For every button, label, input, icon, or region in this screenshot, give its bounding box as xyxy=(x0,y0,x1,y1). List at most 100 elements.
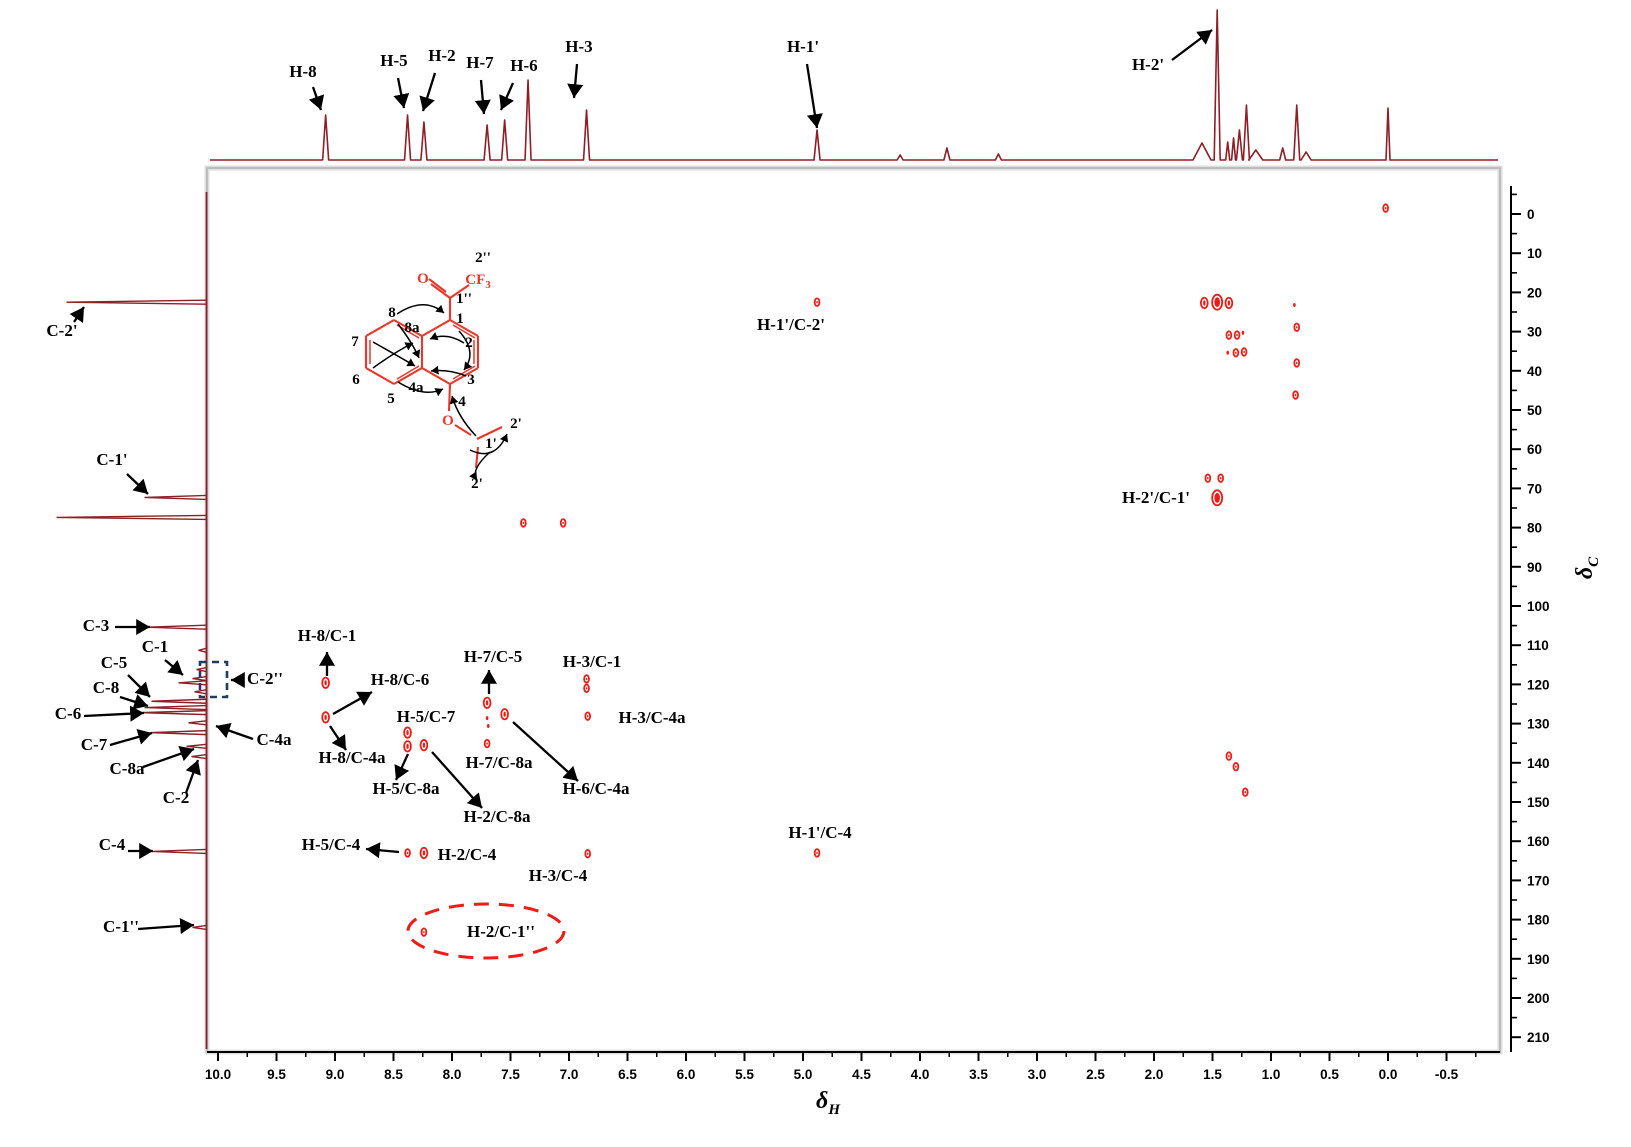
hmbc-correlation-arrow xyxy=(397,323,421,359)
y-tick-label: 130 xyxy=(1527,717,1550,732)
cross-peak xyxy=(403,726,412,739)
cross-peak xyxy=(483,738,491,749)
y-tick-label: 170 xyxy=(1527,873,1550,888)
y-tick-label: 140 xyxy=(1527,756,1550,771)
cross-peak xyxy=(583,683,590,694)
carbon-label: C-4a xyxy=(257,730,292,749)
carbon-peak xyxy=(144,704,207,711)
carbon-peak xyxy=(56,514,207,521)
cross-peak xyxy=(520,518,527,528)
atom-label: O xyxy=(442,413,454,429)
y-axis-title: δC xyxy=(1572,556,1602,579)
cross-peak xyxy=(420,927,428,937)
hmbc-correlation-arrow xyxy=(372,342,414,369)
annotation-arrow xyxy=(365,842,400,859)
y-tick-label: 200 xyxy=(1527,991,1550,1006)
y-tick-label: 80 xyxy=(1527,521,1542,536)
carbon-peak xyxy=(192,924,207,931)
hmbc-correlation-arrow xyxy=(430,365,467,377)
y-tick-label: 70 xyxy=(1527,481,1542,496)
proton-label: H-6 xyxy=(510,56,537,75)
carbon-peak xyxy=(66,299,207,305)
cross-peak xyxy=(1204,473,1212,483)
atom-label: 4 xyxy=(458,394,466,410)
cross-peak xyxy=(1211,293,1224,311)
carbon-peak xyxy=(144,494,207,501)
proton-peak-labels: H-8 H-5 H-2 H-7 H-6 H-3 H-1' H-2' xyxy=(289,29,1213,129)
cross-peak xyxy=(500,708,509,721)
atom-label: 5 xyxy=(387,391,395,407)
proton-label: H-2' xyxy=(1132,55,1164,74)
x-tick-label: 7.5 xyxy=(501,1067,520,1082)
y-tick-label: 60 xyxy=(1527,442,1542,457)
cross-peak xyxy=(321,711,330,724)
cross-peak xyxy=(559,518,567,528)
x-tick-label: 7.0 xyxy=(560,1067,579,1082)
double-bond xyxy=(452,324,476,339)
annotation-arrow xyxy=(499,82,515,111)
annotation-arrow xyxy=(137,917,195,935)
annotation-arrow xyxy=(142,746,195,769)
cross-peak xyxy=(482,696,492,709)
cross-peak-label: H-2/C-1'' xyxy=(467,922,535,941)
atom-label: 1'' xyxy=(456,291,472,307)
y-tick-label: 210 xyxy=(1527,1030,1550,1045)
cross-peak xyxy=(419,739,429,752)
y-tick-label: 190 xyxy=(1527,952,1550,967)
cross-peak xyxy=(403,740,412,753)
hmbc-correlation-arrow xyxy=(429,331,465,344)
carbon-peak-labels: C-2' C-1' C-3 C-1 C-2'' C-5 C-8 C-6 C-4a C-7C-8a C… xyxy=(46,306,292,936)
cross-peak xyxy=(584,711,592,721)
cross-peak xyxy=(1233,330,1241,340)
x-tick-label: 3.5 xyxy=(969,1067,988,1082)
y-tick-label: 160 xyxy=(1527,834,1550,849)
annotation-arrow xyxy=(109,729,153,747)
atom-label: 4a xyxy=(409,380,425,396)
hmbc-correlation-arrow xyxy=(397,381,444,397)
cross-peak-label: H-3/C-4a xyxy=(618,708,686,727)
annotation-arrow xyxy=(126,473,149,495)
x-tick-label: 1.5 xyxy=(1203,1067,1222,1082)
h2-c1pp-highlight-ellipse xyxy=(406,902,566,960)
carbon-peak xyxy=(141,709,207,716)
bond xyxy=(454,424,472,436)
hmbc-correlation-arrow xyxy=(469,451,491,481)
carbon-label: C-2'' xyxy=(247,669,283,688)
carbon-peak xyxy=(196,666,207,673)
hmbc-correlation-arrow xyxy=(372,341,416,367)
y-axis-dC: 0 10 20 30 40 50 60 70 80 90 100 110 120 130 140 150 160… xyxy=(1510,186,1602,1052)
cross-peak-label: H-2'/C-1' xyxy=(1122,488,1190,507)
cross-peak xyxy=(1382,203,1389,213)
carbon-peak xyxy=(198,647,207,653)
cross-peak xyxy=(1292,390,1299,400)
cross-peak xyxy=(1232,762,1240,772)
cross-peak xyxy=(584,849,592,859)
cross-peak-label: H-7/C-5 xyxy=(464,647,523,666)
atom-label: O xyxy=(417,271,429,287)
cross-peak xyxy=(486,723,490,728)
bond xyxy=(393,319,423,337)
annotation-arrow xyxy=(329,725,347,751)
atom-label: 2' xyxy=(471,476,483,492)
cross-peak-labels: H-1'/C-2' H-2'/C-1' H-8/C-1 H-8/C-6 H-8/C-4a… xyxy=(298,315,1190,941)
y-tick-label: 10 xyxy=(1527,246,1542,261)
cross-peak-label: H-1'/C-4 xyxy=(788,823,852,842)
cross-peak-label: H-6/C-4a xyxy=(562,779,630,798)
proton-projection-trace xyxy=(210,9,1498,161)
x-tick-label: 0.0 xyxy=(1379,1067,1398,1082)
x-tick-label: 9.5 xyxy=(267,1067,286,1082)
carbon-peak xyxy=(151,729,207,736)
atom-label: 1' xyxy=(485,436,497,452)
cross-peak-label: H-2/C-4 xyxy=(438,845,497,864)
cross-peak xyxy=(1293,322,1301,332)
cf3-quartet-bracket xyxy=(198,660,229,699)
bond xyxy=(449,319,479,337)
annotation-arrow xyxy=(332,690,373,716)
bond xyxy=(430,283,451,299)
x-tick-label: 3.0 xyxy=(1028,1067,1047,1082)
cross-peak-label: H-8/C-4a xyxy=(318,748,386,767)
cross-peak xyxy=(1225,751,1233,761)
x-tick-label: -0.5 xyxy=(1435,1067,1459,1082)
annotation-arrow xyxy=(164,659,184,676)
atom-label: 1 xyxy=(456,311,464,327)
